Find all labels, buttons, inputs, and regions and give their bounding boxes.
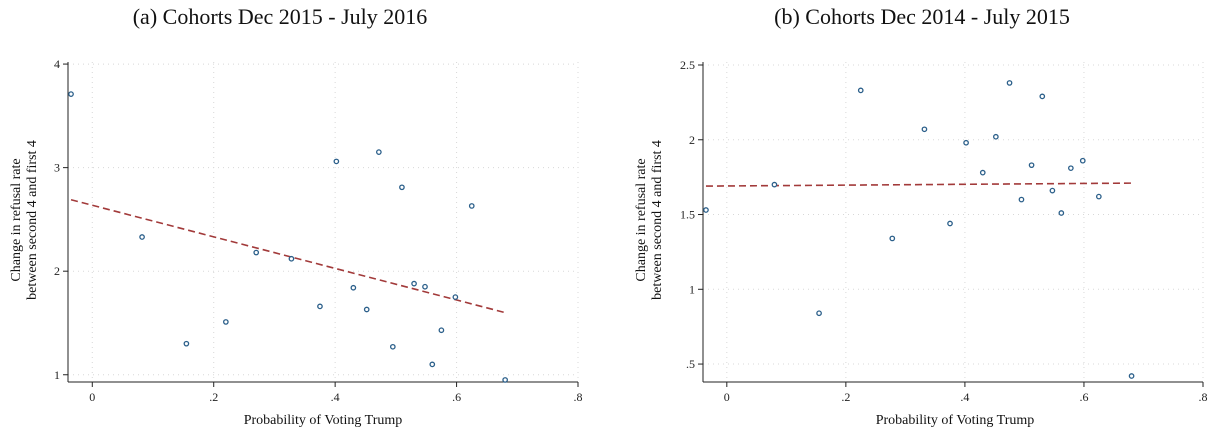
panel-b-point-0 [703, 207, 709, 213]
panel-a-point-6 [317, 303, 323, 310]
panel-a-point-14 [422, 283, 428, 290]
panel-b-point-14 [1049, 187, 1056, 194]
panel-a-point-2 [183, 340, 190, 347]
panel-b-ylabel-line1: Change in refusal rate [634, 158, 649, 281]
panel-b: (b) Cohorts Dec 2014 - July 2015 Probabi… [634, 4, 1208, 428]
panel-b-xtick-label-1: .2 [841, 390, 850, 404]
panel-b-point-12 [1028, 162, 1035, 169]
panel-b-point-13 [1039, 93, 1046, 100]
panel-a-point-1 [139, 234, 145, 240]
panel-b-point-6 [947, 220, 953, 227]
panel-b-ytick-label-2: 1.5 [680, 208, 695, 222]
panel-b-point-17 [1079, 157, 1086, 164]
panel-a-xtick-label-1: .2 [209, 390, 218, 404]
panel-a-ytick-label-3: 4 [54, 57, 60, 71]
panel-b-point-7 [963, 139, 969, 146]
panel-b-point-19 [1128, 373, 1135, 379]
panel-a-point-9 [363, 306, 370, 313]
panel-b-ytick-label-1: 1 [689, 282, 695, 296]
panel-a-point-19 [502, 377, 508, 383]
panel-b-ylabel-line2: between second 4 and first 4 [650, 140, 665, 300]
panel-b-point-11 [1018, 196, 1025, 203]
panel-b-fit-line [705, 182, 1132, 187]
panel-b-point-8 [979, 169, 986, 176]
panel-a: (a) Cohorts Dec 2015 - July 2016 Probabi… [9, 4, 583, 428]
panel-b-xtick-label-2: .4 [960, 390, 969, 404]
panel-a-point-18 [468, 203, 475, 209]
panel-a-ytick-label-2: 3 [54, 161, 60, 175]
panel-b-point-15 [1058, 210, 1065, 216]
panel-a-xlabel: Probability of Voting Trump [244, 413, 403, 428]
panel-b-point-18 [1095, 193, 1102, 200]
panel-a-point-16 [438, 327, 445, 334]
panel-a-ylabel-line1: Change in refusal rate [9, 158, 24, 281]
panel-b-xtick-label-0: 0 [724, 390, 730, 404]
panel-b-point-3 [857, 87, 864, 94]
panel-a-xtick-label-3: .6 [452, 390, 461, 404]
panel-b-xlabel: Probability of Voting Trump [876, 413, 1035, 428]
panel-a-point-3 [223, 319, 229, 325]
panel-b-xtick-label-4: .8 [1199, 390, 1208, 404]
panel-b-point-4 [889, 235, 896, 242]
panel-a-plot-area: 0 .2 .4 .6 .8 1 2 3 4 [54, 57, 583, 404]
panel-b-plot-area: 0 .2 .4 .6 .8 .5 1 1.5 2 2.5 [680, 58, 1208, 404]
panel-a-point-15 [429, 361, 436, 368]
panel-a-point-11 [399, 184, 405, 191]
panel-b-ytick-label-4: 2.5 [680, 58, 695, 72]
panel-b-point-10 [1006, 80, 1013, 86]
panel-a-point-17 [452, 294, 459, 300]
panel-a-point-5 [288, 255, 295, 262]
panel-a-title: (a) Cohorts Dec 2015 - July 2016 [133, 4, 428, 29]
panel-a-point-13 [411, 280, 417, 287]
panel-a-point-4 [253, 249, 260, 256]
panel-b-ytick-label-0: .5 [686, 357, 695, 371]
panel-a-fit-line [70, 198, 506, 314]
panel-b-point-5 [921, 126, 928, 133]
panel-a-xtick-label-4: .8 [574, 390, 583, 404]
panel-a-point-7 [333, 158, 340, 165]
panel-a-xtick-label-2: .4 [331, 390, 340, 404]
panel-b-point-9 [993, 133, 999, 140]
panel-a-ytick-label-1: 2 [54, 264, 60, 278]
panel-b-point-2 [816, 310, 822, 317]
panel-b-ytick-label-3: 2 [689, 133, 695, 147]
panel-a-ylabel-line2: between second 4 and first 4 [25, 140, 40, 300]
panel-b-xtick-label-3: .6 [1079, 390, 1088, 404]
panel-b-point-16 [1068, 165, 1074, 172]
panel-a-point-8 [350, 284, 357, 291]
panel-a-point-10 [376, 149, 382, 155]
panel-a-point-0 [68, 91, 74, 97]
panel-a-ytick-label-0: 1 [54, 368, 60, 382]
panel-b-title: (b) Cohorts Dec 2014 - July 2015 [774, 4, 1070, 29]
panel-a-xtick-label-0: 0 [89, 390, 95, 404]
panel-a-point-12 [389, 343, 396, 350]
panel-b-point-1 [771, 181, 778, 188]
